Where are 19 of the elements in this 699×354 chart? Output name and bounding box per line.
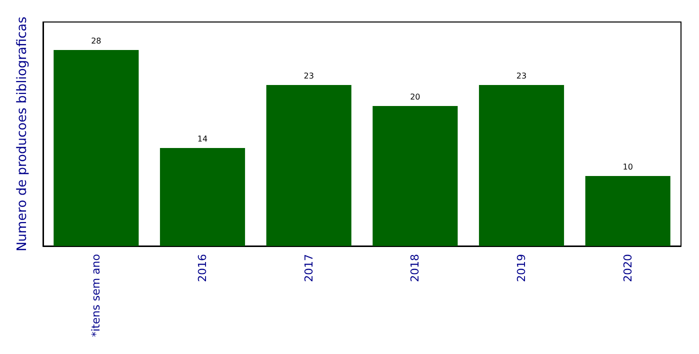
x-tick-label: 2020 xyxy=(621,254,634,282)
data-label: 23 xyxy=(304,72,314,80)
bar xyxy=(478,85,564,246)
x-tick-label: *itens sem ano xyxy=(90,254,103,337)
data-label: 14 xyxy=(197,134,208,144)
data-label: 10 xyxy=(622,162,633,172)
x-tick-label: 2019 xyxy=(515,254,528,282)
bar xyxy=(372,106,458,246)
x-tick-label: 2017 xyxy=(302,254,316,282)
data-label: 23 xyxy=(516,72,527,80)
bar xyxy=(266,85,352,246)
bar xyxy=(585,176,670,246)
data-label: 28 xyxy=(91,36,102,46)
x-tick-label: 2016 xyxy=(196,254,209,282)
data-label: 20 xyxy=(410,92,420,102)
bar xyxy=(54,50,139,246)
bar xyxy=(160,148,246,246)
y-axis-title: Numero de producoes bibliograficas xyxy=(15,16,30,252)
x-tick-label: 2018 xyxy=(408,254,422,282)
